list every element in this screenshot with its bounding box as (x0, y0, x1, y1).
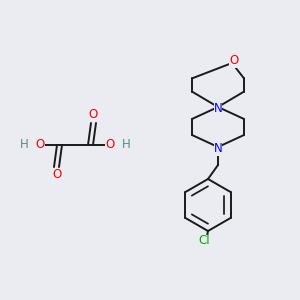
Text: O: O (105, 139, 115, 152)
Text: O: O (230, 55, 238, 68)
Text: N: N (214, 142, 222, 155)
Text: H: H (20, 139, 28, 152)
Text: N: N (214, 103, 222, 116)
Text: N: N (214, 103, 222, 116)
Text: O: O (88, 109, 98, 122)
Text: O: O (52, 169, 62, 182)
Text: Cl: Cl (198, 235, 210, 248)
Text: H: H (122, 139, 130, 152)
Text: O: O (35, 139, 45, 152)
